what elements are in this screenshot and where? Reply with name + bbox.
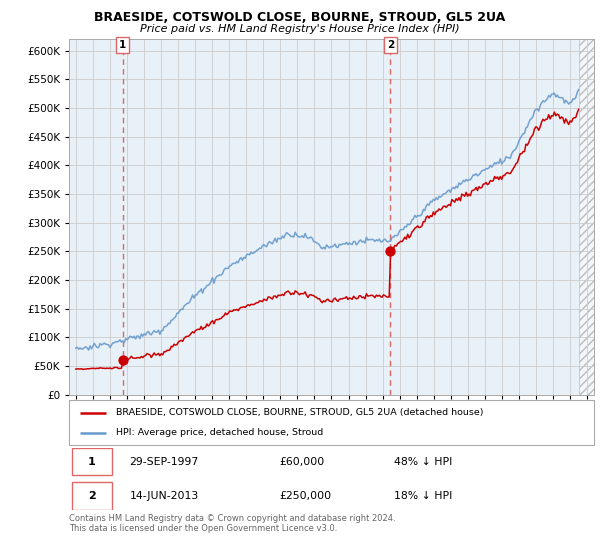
- FancyBboxPatch shape: [71, 448, 112, 475]
- Bar: [578, 39, 596, 395]
- Text: 2: 2: [386, 40, 394, 50]
- Text: 1: 1: [119, 40, 127, 50]
- FancyBboxPatch shape: [71, 483, 112, 510]
- Text: 2: 2: [88, 491, 95, 501]
- Text: BRAESIDE, COTSWOLD CLOSE, BOURNE, STROUD, GL5 2UA: BRAESIDE, COTSWOLD CLOSE, BOURNE, STROUD…: [94, 11, 506, 24]
- Text: £250,000: £250,000: [279, 491, 331, 501]
- FancyBboxPatch shape: [69, 400, 594, 445]
- Text: 14-JUN-2013: 14-JUN-2013: [130, 491, 199, 501]
- Text: 29-SEP-1997: 29-SEP-1997: [130, 456, 199, 466]
- Bar: [578, 39, 596, 395]
- Text: 1: 1: [88, 456, 95, 466]
- Text: HPI: Average price, detached house, Stroud: HPI: Average price, detached house, Stro…: [116, 428, 323, 437]
- Text: Contains HM Land Registry data © Crown copyright and database right 2024.
This d: Contains HM Land Registry data © Crown c…: [69, 514, 395, 534]
- Text: Price paid vs. HM Land Registry's House Price Index (HPI): Price paid vs. HM Land Registry's House …: [140, 24, 460, 34]
- Text: £60,000: £60,000: [279, 456, 324, 466]
- Text: 48% ↓ HPI: 48% ↓ HPI: [395, 456, 453, 466]
- Text: BRAESIDE, COTSWOLD CLOSE, BOURNE, STROUD, GL5 2UA (detached house): BRAESIDE, COTSWOLD CLOSE, BOURNE, STROUD…: [116, 408, 484, 417]
- Point: [118, 356, 127, 365]
- Point: [386, 247, 395, 256]
- Text: 18% ↓ HPI: 18% ↓ HPI: [395, 491, 453, 501]
